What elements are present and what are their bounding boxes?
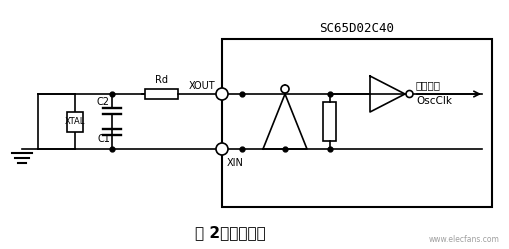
Circle shape (281, 85, 289, 93)
Bar (145, 89, 178, 99)
Text: www.elecfans.com: www.elecfans.com (429, 235, 500, 244)
Text: XIN: XIN (227, 158, 244, 168)
Text: 振荡时钟: 振荡时钟 (416, 80, 441, 90)
Circle shape (406, 90, 413, 98)
Text: XOUT: XOUT (188, 81, 215, 91)
Text: SC65D02C40: SC65D02C40 (320, 22, 394, 35)
Text: 图 2－振荡电路: 图 2－振荡电路 (194, 226, 265, 241)
Bar (324, 102, 336, 141)
Text: C1: C1 (97, 134, 110, 144)
Bar (222, 39, 492, 207)
Text: Rd: Rd (155, 75, 168, 85)
Text: OscClk: OscClk (416, 96, 452, 106)
Text: C2: C2 (97, 97, 110, 107)
Circle shape (216, 88, 228, 100)
Bar (67, 112, 83, 131)
Text: XTAL: XTAL (65, 117, 85, 126)
Circle shape (216, 143, 228, 155)
